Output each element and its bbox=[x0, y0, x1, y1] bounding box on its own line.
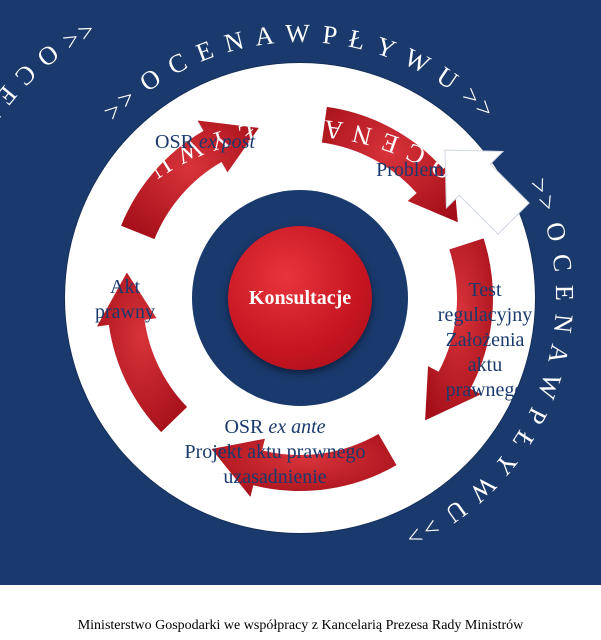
stage-problem: Problem bbox=[340, 158, 480, 183]
stage-test-regulacyjny: TestregulacyjnyZałożeniaaktuprawnego bbox=[400, 278, 570, 403]
ring-text-top: >> O C E N A W P Ł Y W U >> bbox=[98, 19, 503, 126]
stage-osr-ex-post: OSR ex post bbox=[120, 130, 290, 155]
stage-akt-prawny: Aktprawny bbox=[70, 275, 180, 325]
caption: Ministerstwo Gospodarki we współpracy z … bbox=[0, 618, 601, 634]
stage-osr-ex-ante: OSR ex anteProjekt aktu prawnegouzasadni… bbox=[150, 415, 400, 490]
diagram-root: Konsultacje >> O C E N A W P Ł Y W U >> … bbox=[0, 0, 601, 640]
